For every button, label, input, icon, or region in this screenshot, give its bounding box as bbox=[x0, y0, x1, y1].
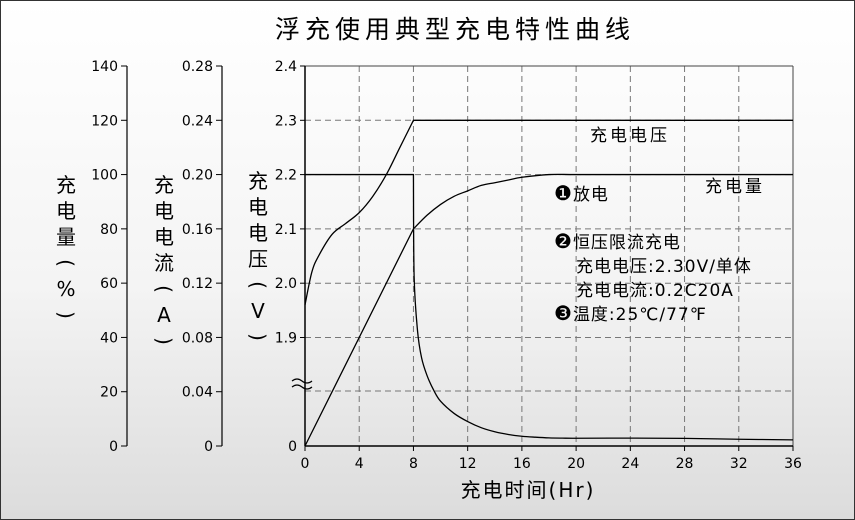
axis-label-char: ) bbox=[246, 333, 270, 341]
voltage-tick-label: 2.3 bbox=[275, 113, 297, 129]
current-tick-label: 0.20 bbox=[182, 168, 213, 184]
charge-pct-tick-label: 60 bbox=[100, 276, 118, 292]
axes: 0 4 8 12 16 20 24 28 32 36 0 1.9 2.0 2.1 2.2 2.3 2.4 0 20 4… bbox=[91, 59, 802, 472]
annotation-marker: ❷ bbox=[554, 229, 573, 253]
x-axis-label: 充电时间(Hr) bbox=[461, 478, 596, 502]
axis-label-char: 充 bbox=[248, 169, 268, 193]
current-tick-label: 0.28 bbox=[182, 59, 213, 75]
axis-label-char: % bbox=[56, 277, 75, 301]
axis-break-mark bbox=[291, 378, 313, 390]
axis-label-char: 压 bbox=[248, 247, 268, 271]
annotation-text: 温度:25℃/77℉ bbox=[573, 305, 707, 325]
axis-label-char: 充 bbox=[154, 173, 174, 197]
axis-label-char: 电 bbox=[154, 199, 174, 223]
annotation-text: 放电 bbox=[573, 185, 609, 205]
curve-label-voltage: 充电电压 bbox=[590, 126, 670, 146]
axis-label-char: ( bbox=[246, 281, 270, 289]
voltage-tick-label: 0 bbox=[288, 439, 297, 455]
annotation-line: ❶放电 bbox=[554, 181, 609, 205]
axis-label-char: ) bbox=[152, 337, 176, 345]
axis-label-char: 电 bbox=[248, 221, 268, 245]
axis-label-char: 充 bbox=[56, 173, 76, 197]
annotation-block: ❶放电 ❷恒压限流充电充电电压:2.30V/单体充电电流:0.2C20A❸温度:2… bbox=[554, 181, 752, 325]
annotation-marker: ❶ bbox=[554, 181, 573, 205]
charge-pct-tick-label: 40 bbox=[100, 330, 118, 346]
voltage-tick-label: 2.0 bbox=[275, 276, 297, 292]
annotation-text: 充电电流:0.2C20A bbox=[576, 281, 734, 301]
annotation-line: 充电电流:0.2C20A bbox=[576, 281, 734, 301]
x-tick-label: 4 bbox=[355, 456, 364, 472]
annotation-marker: ❸ bbox=[554, 301, 573, 325]
charge-pct-tick-label: 20 bbox=[100, 385, 118, 401]
series-line-current bbox=[305, 173, 794, 441]
x-tick-label: 16 bbox=[513, 456, 531, 472]
x-tick-label: 20 bbox=[567, 456, 585, 472]
series-line-voltage bbox=[304, 119, 793, 306]
voltage-tick-label: 2.4 bbox=[275, 59, 297, 75]
axis-label-char: 电 bbox=[248, 195, 268, 219]
x-tick-label: 32 bbox=[730, 456, 748, 472]
x-tick-label: 28 bbox=[676, 456, 694, 472]
axis-label-current: 充电电流(A) bbox=[152, 173, 176, 345]
voltage-tick-label: 1.9 bbox=[275, 331, 297, 347]
annotation-line: ❷恒压限流充电 bbox=[554, 229, 681, 253]
curve-label-charge: 充电量 bbox=[705, 177, 765, 197]
axis-label-char: 电 bbox=[56, 199, 76, 223]
annotation-line: ❸温度:25℃/77℉ bbox=[554, 301, 707, 325]
series-line-charge_pct bbox=[304, 173, 793, 447]
charge-pct-tick-label: 120 bbox=[91, 113, 118, 129]
annotation-text: 充电电压:2.30V/单体 bbox=[576, 257, 752, 277]
x-tick-label: 24 bbox=[621, 456, 639, 472]
charge-pct-tick-label: 0 bbox=[109, 439, 118, 455]
charge-pct-tick-label: 140 bbox=[91, 59, 118, 75]
axis-label-char: 量 bbox=[56, 225, 76, 249]
current-tick-label: 0.24 bbox=[182, 113, 213, 129]
charge-pct-tick-label: 100 bbox=[91, 168, 118, 184]
axis-label-char: V bbox=[251, 299, 265, 323]
charge-pct-tick-label: 80 bbox=[100, 222, 118, 238]
annotation-line: 充电电压:2.30V/单体 bbox=[576, 257, 752, 277]
series-group bbox=[304, 119, 794, 447]
current-tick-label: 0.04 bbox=[182, 385, 213, 401]
voltage-tick-label: 2.1 bbox=[275, 222, 297, 238]
current-tick-label: 0.12 bbox=[182, 276, 213, 292]
axis-label-voltage: 充电电压(V) bbox=[246, 169, 270, 341]
axis-label-char: ( bbox=[152, 285, 176, 293]
annotation-text: 恒压限流充电 bbox=[573, 233, 681, 253]
axis-label-char: A bbox=[157, 303, 171, 327]
x-tick-label: 8 bbox=[409, 456, 418, 472]
chart-title: 浮充使用典型充电特性曲线 bbox=[275, 15, 635, 44]
x-tick-label: 0 bbox=[301, 456, 310, 472]
axis-label-char: ( bbox=[54, 259, 78, 267]
x-tick-label: 12 bbox=[459, 456, 477, 472]
current-tick-label: 0.08 bbox=[182, 330, 213, 346]
axis-label-char: ) bbox=[54, 311, 78, 319]
x-tick-label: 36 bbox=[784, 456, 802, 472]
voltage-tick-label: 2.2 bbox=[275, 168, 297, 184]
current-tick-label: 0.16 bbox=[182, 222, 213, 238]
grid bbox=[305, 66, 794, 446]
axis-label-char: 流 bbox=[154, 251, 174, 275]
axis-label-charge-pct: 充电量 (%) bbox=[54, 173, 78, 319]
current-tick-label: 0 bbox=[204, 439, 213, 455]
axis-label-char: 电 bbox=[154, 225, 174, 249]
